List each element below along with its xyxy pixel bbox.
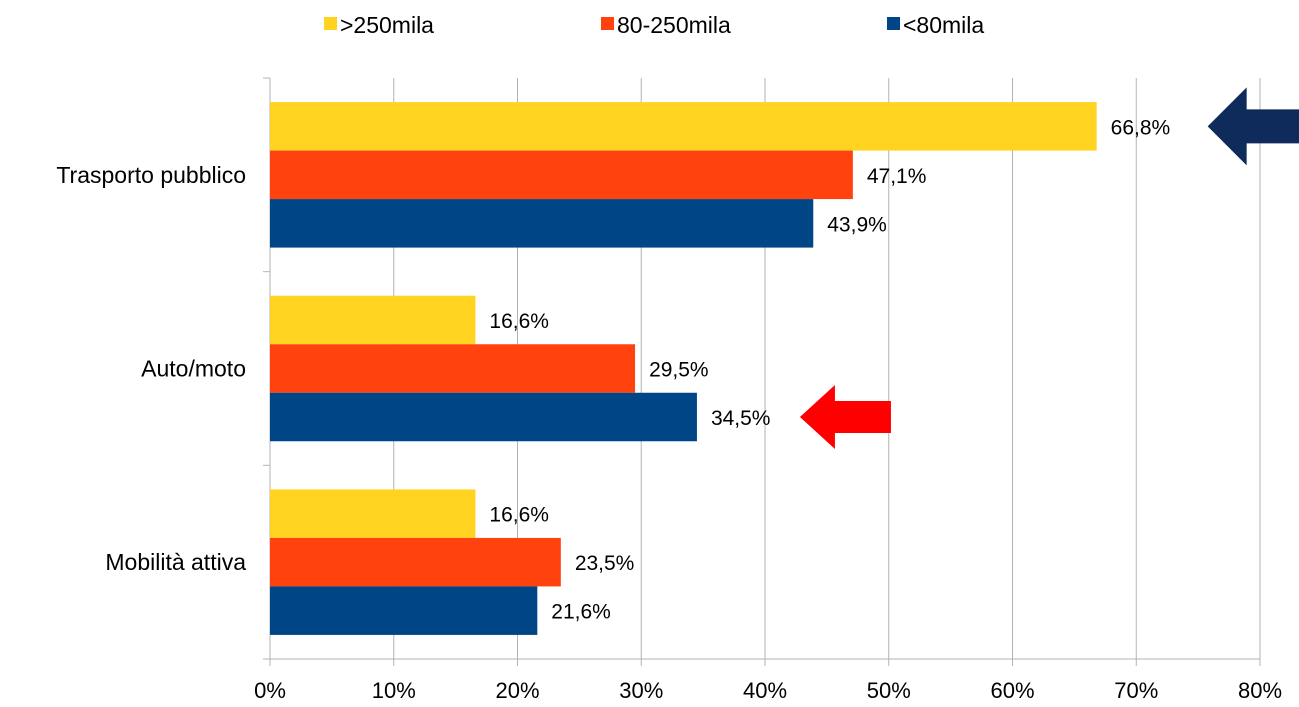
bar-1-0	[270, 295, 476, 345]
data-label-0-1: 47,1%	[867, 165, 927, 188]
x-tick-label-1: 10%	[372, 678, 416, 703]
data-label-1-1: 29,5%	[649, 359, 709, 382]
category-label-1: Auto/moto	[141, 356, 246, 382]
data-label-2-2: 21,6%	[551, 601, 611, 624]
arrow-icon-trasporto-pubblico	[1207, 87, 1299, 166]
legend-label-0: >250mila	[340, 12, 434, 38]
bar-0-2	[270, 199, 814, 248]
legend-swatch-0	[324, 17, 337, 30]
legend-label-2: <80mila	[903, 12, 984, 38]
bar-0-0	[270, 102, 1097, 151]
x-tick-label-5: 50%	[867, 678, 911, 703]
bar-2-0	[270, 489, 476, 538]
data-label-1-2: 34,5%	[711, 407, 771, 430]
x-tick-label-3: 30%	[619, 678, 663, 703]
data-labels: 66,8% 47,1% 43,9% 16,6% 29,5% 34,5% 16,6% 23,5%…	[489, 116, 1170, 623]
x-tick-label-8: 80%	[1238, 678, 1282, 703]
data-label-1-0: 16,6%	[489, 310, 549, 333]
data-label-2-1: 23,5%	[575, 552, 635, 575]
data-label-0-2: 43,9%	[827, 213, 887, 236]
x-tick-label-0: 0%	[254, 678, 286, 703]
category-label-0: Trasporto pubblico	[56, 162, 246, 188]
annotation-arrows	[799, 87, 1299, 449]
arrow-icon-auto-moto	[799, 385, 891, 449]
x-tick-label-2: 20%	[495, 678, 539, 703]
data-label-2-0: 16,6%	[489, 504, 549, 527]
axes: 0% 10% 20% 30% 40% 50% 60% 70% 80% Trasporto pubb…	[56, 77, 1282, 703]
x-tick-label-7: 70%	[1114, 678, 1158, 703]
bars	[270, 102, 1097, 635]
legend-swatch-2	[887, 17, 900, 30]
data-label-0-0: 66,8%	[1111, 116, 1171, 139]
bar-0-1	[270, 150, 853, 200]
x-tick-label-6: 60%	[990, 678, 1034, 703]
bar-2-1	[270, 537, 561, 587]
legend: >250mila 80-250mila <80mila	[324, 12, 984, 38]
bar-1-2	[270, 392, 697, 442]
category-label-2: Mobilità attiva	[105, 549, 246, 575]
legend-label-1: 80-250mila	[617, 12, 731, 38]
bar-2-2	[270, 586, 538, 635]
x-tick-label-4: 40%	[743, 678, 787, 703]
legend-swatch-1	[601, 17, 614, 30]
bar-1-1	[270, 344, 636, 393]
